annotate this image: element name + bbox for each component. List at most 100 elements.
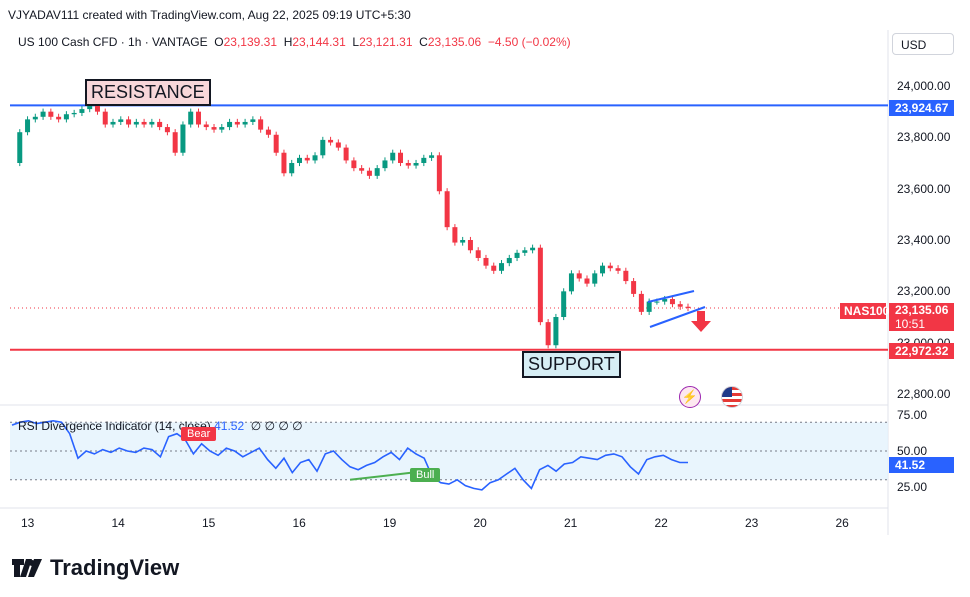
candle-body [421,157,427,163]
time-tick-label: 19 [383,516,397,530]
price-tick-label: 24,000.00 [897,79,951,93]
candle-body [638,293,644,312]
candle-body [514,252,520,258]
us-flag-icon[interactable] [721,386,743,408]
bar-countdown: 10:51 [895,317,926,331]
price-tick-label: 23,400.00 [897,233,951,247]
candle-body [359,168,365,171]
candle-body [436,155,442,192]
candle-body [444,191,450,228]
rsi-extra-values: ∅ ∅ ∅ ∅ [250,419,303,433]
candle-body [71,112,77,115]
candle-body [553,317,559,346]
low-value: 23,121.31 [359,35,413,49]
bull-divergence-line [349,471,413,481]
rsi-title: RSI Divergence Indicator (14, close) [18,419,211,433]
currency-button[interactable]: USD [892,33,954,55]
candle-body [25,119,31,133]
time-tick-label: 14 [111,516,125,530]
close-label: C [419,35,428,49]
price-tick-label: 23,800.00 [897,130,951,145]
candle-body [351,160,357,169]
rsi-tick-label: 75.00 [897,408,928,422]
current-price: 23,135.06 [895,303,949,317]
rsi-tick-label: 25.00 [897,480,928,494]
candle-body [413,163,419,166]
candle-body [537,247,543,323]
candle-body [677,304,683,307]
candle-body [545,322,551,346]
candle-body [164,127,170,133]
tradingview-logo[interactable]: TradingView [12,555,179,581]
time-tick-label: 21 [564,516,578,530]
time-tick-label: 13 [21,516,35,530]
candle-body [607,265,613,269]
candle-body [483,257,489,266]
candle-body [398,152,404,163]
open-value: 23,139.31 [223,35,278,49]
candle-body [522,250,528,253]
rsi-legend: RSI Divergence Indicator (14, close) 41.… [18,419,303,433]
candle-body [530,247,536,251]
candle-body [87,103,93,110]
candle-body [592,273,598,284]
candle-body [94,103,100,112]
rsi-current-value: 41.52 [214,419,245,433]
down-arrow-icon [691,311,711,332]
candle-body [429,155,435,158]
candle-body [467,240,473,251]
candle-body [133,121,139,125]
candle-body [234,121,240,125]
price-tick-label: 23,600.00 [897,181,951,196]
time-tick-label: 15 [202,516,216,530]
candle-body [172,132,178,153]
candle-body [405,163,411,166]
lightning-icon[interactable]: ⚡ [679,386,701,408]
wedge-lower-line [649,306,706,328]
candle-body [195,111,201,125]
candle-body [141,121,147,125]
support-annotation: SUPPORT [522,351,621,378]
candle-body [669,299,675,305]
candle-body [328,139,334,143]
candle-body [40,111,46,117]
candle-body [491,265,497,271]
candle-body [576,273,582,279]
wedge-upper-line [647,290,695,303]
rsi-line [11,419,688,491]
change-value: −4.50 (−0.02%) [487,35,571,49]
candle-body [63,114,69,120]
candle-body [615,268,621,271]
candle-body [623,270,629,282]
candle-body [561,291,567,317]
candle-body [366,170,372,176]
candle-body [646,301,652,312]
candle-body [149,121,155,125]
rsi-value-tag: 41.52 [889,457,954,473]
bull-badge: Bull [410,468,441,482]
high-label: H [283,35,293,49]
candle-body [568,273,574,292]
attribution-header: VJYADAV111 created with TradingView.com,… [8,8,411,22]
bear-badge: Bear [181,427,217,441]
close-value: 23,135.06 [427,35,482,49]
candle-body [118,119,124,122]
current-price-tag: 23,135.06 10:51 [889,303,954,331]
rsi-tick-label: 50.00 [897,444,928,458]
resistance-annotation: RESISTANCE [85,79,211,106]
candle-body [281,152,287,174]
candle-body [296,157,302,163]
symbol-tag: NAS100 [840,303,889,319]
time-tick-label: 20 [473,516,487,530]
candle-body [227,121,233,128]
candle-body [219,127,225,130]
candle-body [79,109,85,113]
candle-body [56,116,62,120]
candle-body [203,124,209,128]
brand-name: TradingView [50,555,180,580]
candle-body [374,168,380,176]
time-tick-label: 16 [292,516,306,530]
symbol-legend: US 100 Cash CFD · 1h · VANTAGE O23,139.3… [18,35,571,49]
tradingview-logo-icon [12,559,42,577]
